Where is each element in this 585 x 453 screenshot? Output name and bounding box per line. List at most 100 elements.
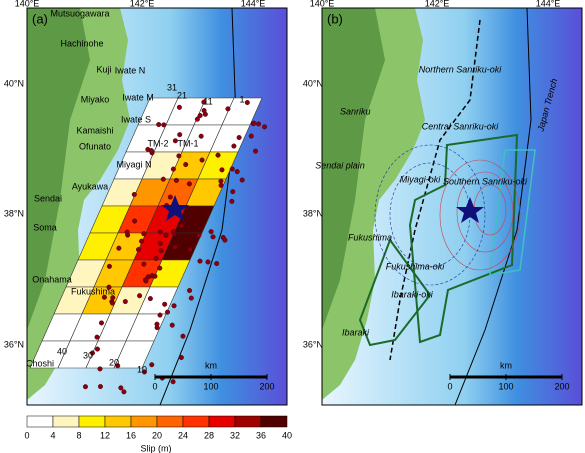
colorbar-segment [234,415,262,428]
aftershock [171,228,177,234]
lon-tick-label: 142°E [425,0,450,8]
aftershock [196,232,202,238]
aftershock [167,194,173,200]
region-label: Southern Sanriku-oki [443,176,528,186]
scale-label: 200 [259,381,274,391]
subfault-number: 20 [109,357,119,367]
lat-tick-label: 40°N [4,78,24,88]
aftershock [115,363,121,369]
aftershock [160,176,166,182]
aftershock [178,355,184,361]
aftershock [218,178,224,184]
subfault [113,340,155,369]
aftershock [98,320,104,326]
aftershock [122,299,128,305]
aftershock [172,244,178,250]
epicenter [161,195,189,221]
aftershock [89,350,95,356]
aftershock [158,248,164,254]
region-label: Miyagi-oki [400,174,442,184]
aftershock [147,296,153,302]
aftershock [219,167,225,173]
aftershock [109,300,115,306]
region-label: Sanriku [340,106,371,116]
region-label: Ibaraki-oki [391,289,434,299]
subfault-number: 30 [83,350,93,360]
aftershock [239,177,245,183]
colorbar-tick-label: 40 [282,430,292,440]
lon-tick-label: 140°E [15,0,40,8]
aftershock [141,369,147,375]
colorbar-segment [182,415,210,428]
aftershock [141,261,147,267]
aftershock [244,100,250,106]
scale-label: 0 [152,381,157,391]
aftershock [152,273,158,279]
aftershock [187,288,193,294]
aftershock [208,229,214,235]
region-label: Fukushima [348,232,392,242]
panel-b-map [322,8,582,405]
colorbar-segment [104,415,132,428]
region-label: Fukushima-oki [386,261,446,271]
aftershock [163,232,169,238]
place-label: TM-2 [148,138,169,148]
subfault-number: 21 [177,90,187,100]
aftershock [124,229,130,235]
colorbar-tick-label: 36 [256,430,266,440]
lon-tick-label: 144°E [536,0,561,8]
aftershock [171,303,177,309]
aftershock [222,237,228,243]
place-label: Ayukawa [72,181,108,191]
aftershock [210,234,216,240]
aftershock [176,104,182,110]
aftershock [118,385,124,391]
lat-tick-label: 38°N [4,208,24,218]
aftershock [149,362,155,368]
colorbar-tick-label: 4 [50,430,55,440]
scale-unit: km [205,360,217,370]
aftershock [225,106,231,112]
aftershock [106,284,112,290]
colorbar-tick-label: 0 [24,430,29,440]
aftershock [116,245,122,251]
aftershock [153,255,159,261]
aftershock [157,312,163,318]
aftershock [106,263,112,269]
place-label: Iwate M [122,92,154,102]
place-label: Iwate S [121,114,151,124]
aftershock [201,99,207,105]
aftershock [143,277,149,283]
scale-label: 200 [554,381,569,391]
place-label: Iwate N [115,65,146,75]
aftershock [157,265,163,271]
place-label: Miyako [81,94,110,104]
aftershock [214,261,220,267]
aftershock [194,116,200,122]
place-label: Mutsuogawara [50,8,109,18]
place-label: TM-1 [178,138,199,148]
aftershock [218,182,224,188]
aftershock [110,295,116,301]
colorbar-segment [208,415,236,428]
colorbar-segment [260,415,288,428]
aftershock [256,121,262,127]
aftershock [236,135,242,141]
aftershock [136,247,142,253]
aftershock [262,124,268,130]
lon-tick-label: 144°E [241,0,266,8]
aftershock [187,246,193,252]
aftershock [169,322,175,328]
aftershock [165,309,171,315]
place-label: Miyagi N [116,159,151,169]
colorbar-tick-label: 32 [230,430,240,440]
lat-tick-label: 36°N [4,339,24,349]
colorbar-tick-label: 24 [178,430,188,440]
colorbar-tick-label: 28 [204,430,214,440]
aftershock [162,301,168,307]
aftershock [139,238,145,244]
aftershock [82,384,88,390]
panel-label: (b) [327,11,343,26]
panel-label: (a) [32,11,48,26]
colorbar-tick-label: 8 [76,430,81,440]
